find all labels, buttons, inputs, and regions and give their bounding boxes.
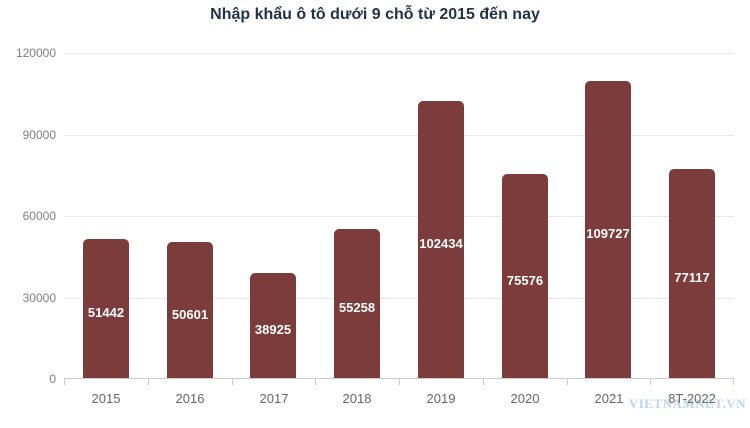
x-tick-label: 2017: [259, 391, 289, 406]
gridline: [64, 298, 734, 299]
axis-tick: [399, 379, 400, 385]
bar-value-label: 77117: [674, 270, 710, 285]
plot-area: 51442 50601 38925 55258 102434 75576 109727 771…: [64, 53, 734, 385]
x-axis-labels: 2015 2016 2017 2018 2019 2020 2021 8T-2022: [64, 379, 734, 419]
bar: 109727: [585, 81, 631, 379]
bar-value-label: 55258: [338, 300, 376, 315]
bar: 38925: [250, 273, 296, 379]
gridline: [64, 216, 734, 217]
y-axis-labels: 0 30000 60000 90000 120000: [0, 46, 56, 386]
axis-tick: [64, 379, 65, 385]
bar: 102434: [418, 101, 464, 379]
bar: 51442: [83, 239, 129, 379]
y-tick-label: 60000: [22, 209, 56, 223]
x-tick-label: 2018: [342, 391, 372, 406]
x-tick-label: 2019: [426, 391, 456, 406]
axis-tick: [148, 379, 149, 385]
bar-value-label: 75576: [506, 273, 544, 288]
chart-title: Nhập khẩu ô tô dưới 9 chỗ từ 2015 đến na…: [210, 6, 540, 23]
y-tick-label: 90000: [22, 128, 56, 142]
axis-tick: [232, 379, 233, 385]
x-tick-label: 2020: [510, 391, 540, 406]
y-tick-label: 30000: [22, 291, 56, 305]
axis-tick: [567, 379, 568, 385]
bar-value-label: 109727: [586, 226, 630, 241]
x-tick-label: 2016: [175, 391, 205, 406]
bar-value-label: 50601: [171, 307, 209, 322]
x-tick-label: 2021: [594, 391, 624, 406]
bar: 50601: [167, 242, 213, 379]
axis-tick: [650, 379, 651, 385]
gridline: [64, 53, 734, 54]
axis-tick: [315, 379, 316, 385]
axis-tick: [733, 379, 734, 385]
x-axis-line: [64, 378, 734, 379]
gridline: [64, 135, 734, 136]
bar-value-label: 102434: [419, 236, 463, 251]
y-tick-label: 0: [49, 372, 56, 386]
x-tick-label: 2015: [91, 391, 121, 406]
bar-value-label: 51442: [87, 305, 125, 320]
axis-tick: [483, 379, 484, 385]
y-tick-label: 120000: [15, 46, 56, 60]
bar-value-label: 38925: [254, 322, 292, 337]
bar: 77117: [669, 169, 715, 379]
watermark: VIETNAMNET.VN: [628, 396, 746, 411]
bar: 55258: [334, 229, 380, 379]
x-tick-label: 8T-2022: [668, 391, 716, 406]
bar: 75576: [502, 174, 548, 379]
